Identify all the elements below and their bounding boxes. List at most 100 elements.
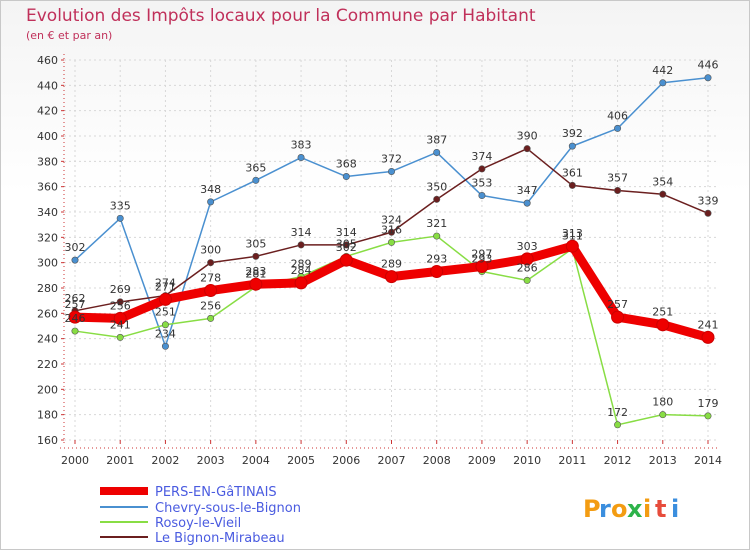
value-label-1: 368 [336,158,357,171]
value-label-1: 446 [698,59,719,72]
y-tick-label: 460 [37,54,58,67]
logo-letter: P [583,495,601,523]
legend: PERS-EN-GâTINAIS Chevry-sous-le-Bignon R… [100,485,301,546]
value-label-1: 372 [381,152,402,165]
data-point-3 [252,252,260,260]
legend-label-rosoy: Rosoy-le-Vieil [155,516,241,531]
chart-subtitle: (en € et par an) [26,29,112,42]
value-label-0: 278 [200,272,221,285]
data-point-2 [71,327,79,335]
y-tick-label: 280 [37,282,58,295]
y-tick-label: 440 [37,79,58,92]
x-tick-label: 2012 [604,454,632,467]
x-tick-label: 2011 [558,454,586,467]
data-point-0 [113,311,127,325]
value-label-2: 321 [426,217,447,230]
y-tick-label: 160 [37,434,58,447]
value-label-2: 256 [200,299,221,312]
x-tick-label: 2005 [287,454,315,467]
data-point-3 [387,228,395,236]
value-label-3: 354 [652,175,673,188]
value-label-0: 313 [562,227,583,240]
value-label-0: 251 [652,306,673,319]
data-point-3 [568,181,576,189]
data-point-1 [704,74,712,82]
x-tick-label: 2009 [468,454,496,467]
data-point-3 [116,298,124,306]
logo-letter: r [599,495,611,523]
data-point-0 [385,270,398,284]
value-label-2: 289 [291,258,312,271]
data-point-0 [249,277,263,291]
logo-letter: t [655,495,666,523]
value-label-3: 274 [155,277,176,290]
data-point-3 [614,186,622,194]
value-label-2: 316 [381,223,402,236]
value-label-3: 390 [517,130,538,143]
y-tick-label: 220 [37,358,58,371]
data-point-0 [339,253,353,267]
chart-title: Evolution des Impôts locaux pour la Comm… [26,6,536,26]
x-tick-label: 2010 [513,454,541,467]
data-point-2 [523,276,531,284]
x-tick-label: 2006 [332,454,360,467]
data-point-0 [158,292,172,306]
value-label-3: 314 [291,226,312,239]
data-point-1 [478,192,486,200]
y-tick-label: 320 [37,231,58,244]
data-point-3 [659,190,667,198]
value-label-0: 302 [336,241,357,254]
value-label-0: 271 [155,280,176,293]
proxiti-logo: Pr o x i t i [583,495,679,523]
value-label-3: 324 [381,213,402,226]
data-point-0 [430,265,444,279]
value-label-2: 246 [65,312,86,325]
data-point-1 [659,79,667,87]
value-label-3: 357 [607,171,628,184]
logo-letter: i [671,495,679,523]
logo-letter: i [643,495,651,523]
x-tick-label: 2000 [61,454,89,467]
y-tick-label: 400 [37,130,58,143]
data-point-2 [659,411,667,419]
value-label-3: 305 [245,237,266,250]
value-label-2: 180 [652,396,673,409]
value-label-0: 256 [110,299,131,312]
data-point-3 [433,195,441,203]
data-point-3 [478,165,486,173]
value-label-2: 241 [110,318,131,331]
x-tick-label: 2003 [197,454,225,467]
value-label-1: 335 [110,199,131,212]
value-label-0: 289 [381,258,402,271]
y-tick-label: 360 [37,181,58,194]
data-point-1 [568,142,576,150]
value-label-3: 300 [200,244,221,257]
value-label-1: 392 [562,127,583,140]
data-point-0 [68,310,82,324]
value-label-1: 406 [607,109,628,122]
y-tick-label: 420 [37,105,58,118]
value-label-2: 286 [517,261,538,274]
value-label-2: 172 [607,406,628,419]
value-label-0: 283 [245,265,266,278]
logo-letter: o [611,495,628,523]
data-point-0 [294,276,308,290]
value-label-3: 262 [65,292,86,305]
value-label-0: 241 [698,318,719,331]
series-lines [68,74,715,429]
value-label-0: 257 [607,298,628,311]
data-point-3 [704,209,712,217]
data-point-0 [520,252,534,266]
data-point-2 [387,238,395,246]
data-point-1 [297,154,305,162]
legend-label-bignon: Le Bignon-Mirabeau [155,531,285,546]
value-label-0: 293 [426,253,447,266]
y-tick-label: 240 [37,333,58,346]
data-point-3 [342,241,350,249]
data-point-0 [611,310,625,324]
value-label-0: 284 [291,264,312,277]
value-label-3: 361 [562,166,583,179]
x-tick-label: 2007 [378,454,406,467]
x-tick-label: 2014 [694,454,722,467]
